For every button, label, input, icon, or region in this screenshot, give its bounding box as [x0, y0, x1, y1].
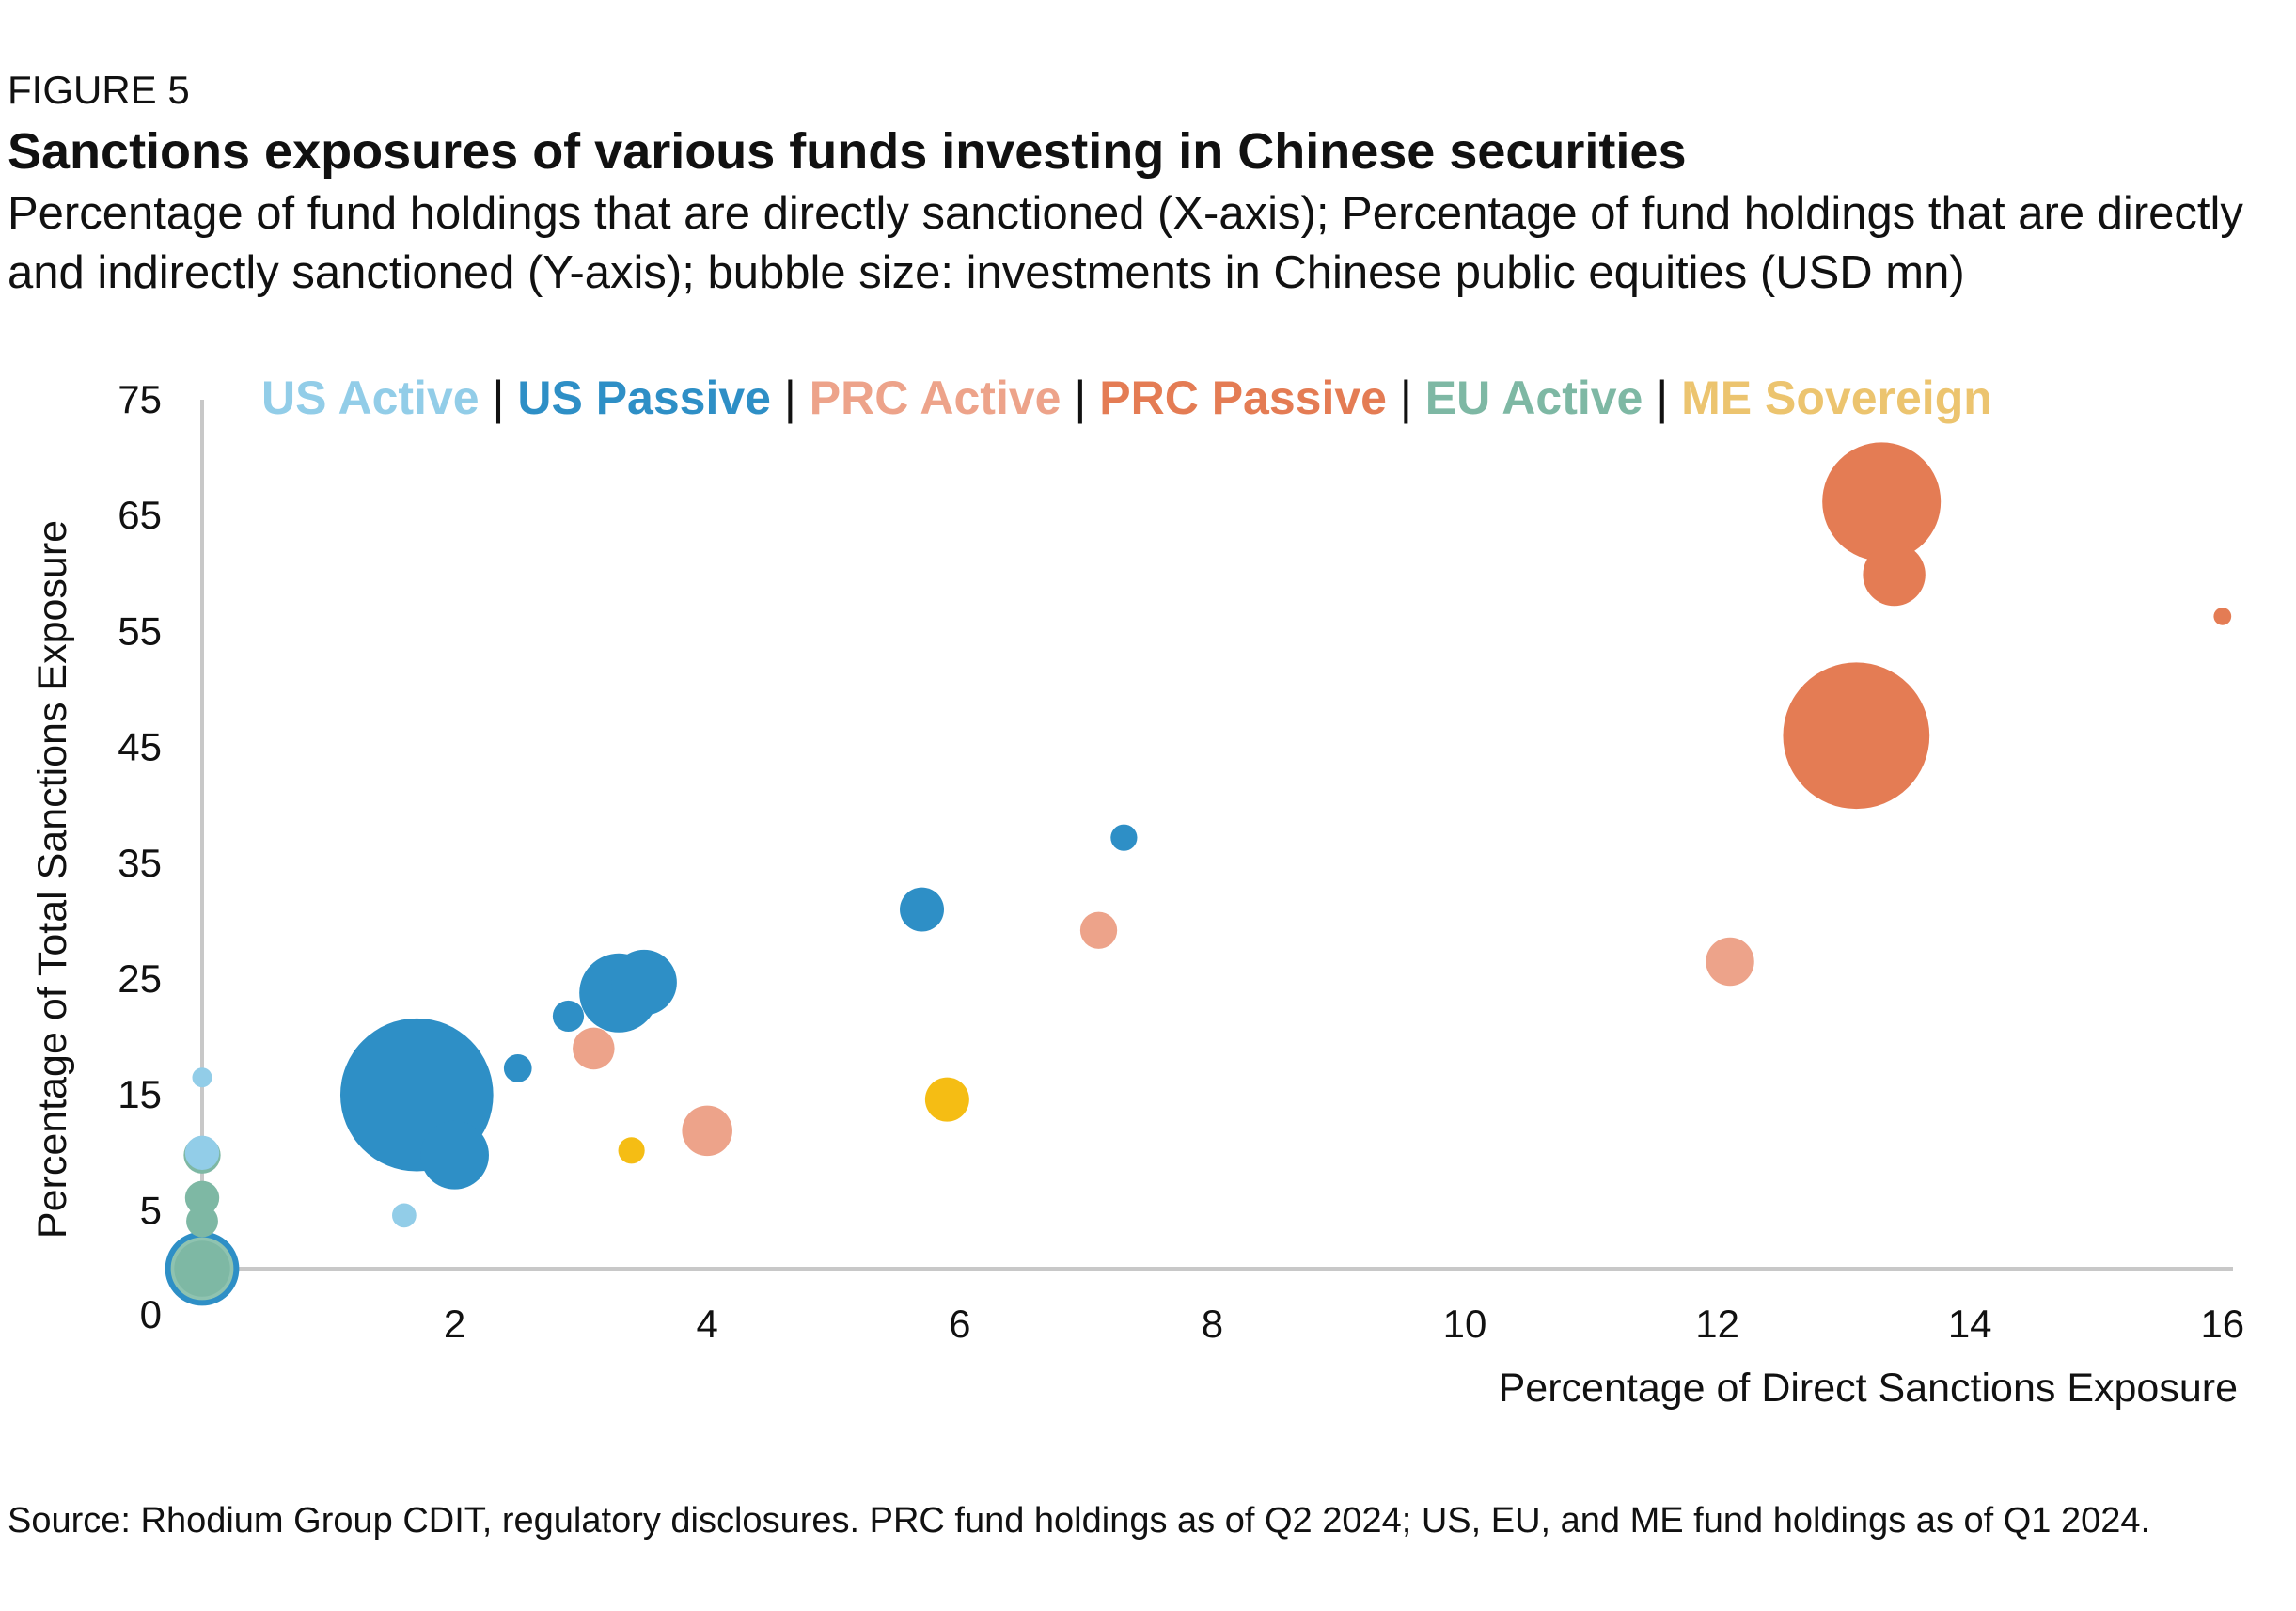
legend-item-me-sovereign: ME Sovereign [1681, 371, 1992, 424]
legend: US Active | US Passive | PRC Active | PR… [261, 371, 1992, 424]
bubble-me-sovereign [618, 1137, 645, 1164]
bubbles [165, 442, 2232, 1306]
x-tick-label: 4 [697, 1302, 718, 1346]
legend-separator: | [771, 371, 810, 424]
chart-title: Sanctions exposures of various funds inv… [8, 123, 1687, 180]
source-note: Source: Rhodium Group CDIT, regulatory d… [8, 1501, 2151, 1540]
x-tick-label: 12 [1695, 1302, 1739, 1346]
bubble-prc-active [573, 1027, 615, 1070]
bubble-eu-active [174, 1240, 230, 1297]
legend-item-us-passive: US Passive [517, 371, 771, 424]
legend-item-prc-active: PRC Active [810, 371, 1062, 424]
bubble-us-passive [611, 949, 677, 1016]
y-tick-label: 25 [118, 956, 162, 1001]
y-tick-label: 55 [118, 608, 162, 653]
figure-label: FIGURE 5 [8, 68, 190, 112]
bubble-chart: 2 4 6 8 10 12 14 16 0 5 15 25 35 45 55 65 75 US Active |… [30, 371, 2244, 1411]
bubble-prc-active [1706, 937, 1754, 987]
x-tick-label: 2 [444, 1302, 465, 1346]
bubble-us-active [392, 1203, 417, 1228]
legend-text: US Active | US Passive | PRC Active | PR… [261, 371, 1992, 424]
y-tick-label: 65 [118, 493, 162, 537]
legend-item-prc-passive: PRC Passive [1099, 371, 1387, 424]
bubble-us-passive [1110, 824, 1138, 851]
x-tick-label: 14 [1948, 1302, 1992, 1346]
legend-item-eu-active: EU Active [1425, 371, 1643, 424]
y-tick-label: 15 [118, 1072, 162, 1116]
bubble-us-passive [552, 1000, 585, 1033]
x-tick-label: 6 [949, 1302, 970, 1346]
bubble-us-active [184, 1135, 220, 1170]
bubble-eu-active [186, 1205, 218, 1238]
y-tick-label: 35 [118, 841, 162, 885]
legend-separator: | [1061, 371, 1099, 424]
bubble-prc-passive [2213, 607, 2232, 625]
bubble-us-active [192, 1067, 212, 1088]
x-tick-label: 16 [2200, 1302, 2244, 1346]
y-tick-label: 75 [118, 377, 162, 421]
legend-item-us-active: US Active [261, 371, 480, 424]
bubble-prc-passive [1822, 442, 1942, 561]
x-tick-label: 8 [1202, 1302, 1223, 1346]
x-tick-label: 10 [1443, 1302, 1487, 1346]
bubble-us-passive [503, 1054, 532, 1082]
y-axis-title: Percentage of Total Sanctions Exposure [30, 520, 75, 1239]
bubble-eu-active [184, 1180, 220, 1216]
chart-subtitle: Percentage of fund holdings that are dir… [8, 188, 2243, 298]
y-tick-label: 5 [140, 1188, 162, 1232]
bubble-us-passive [900, 887, 944, 932]
legend-separator: | [1643, 371, 1681, 424]
bubble-prc-active [682, 1105, 732, 1157]
y-tick-label: 0 [140, 1292, 162, 1336]
bubble-us-passive [420, 1120, 489, 1190]
y-tick-label: 45 [118, 725, 162, 769]
axes: 2 4 6 8 10 12 14 16 0 5 15 25 35 45 55 65 75 [118, 377, 2244, 1346]
legend-separator: | [480, 371, 518, 424]
legend-separator: | [1387, 371, 1425, 424]
x-axis-title: Percentage of Direct Sanctions Exposure [1499, 1366, 2238, 1411]
bubble-prc-passive [1783, 662, 1930, 810]
bubble-prc-active [1079, 911, 1118, 949]
bubble-me-sovereign [924, 1077, 969, 1122]
bubble-prc-passive [1863, 543, 1926, 607]
